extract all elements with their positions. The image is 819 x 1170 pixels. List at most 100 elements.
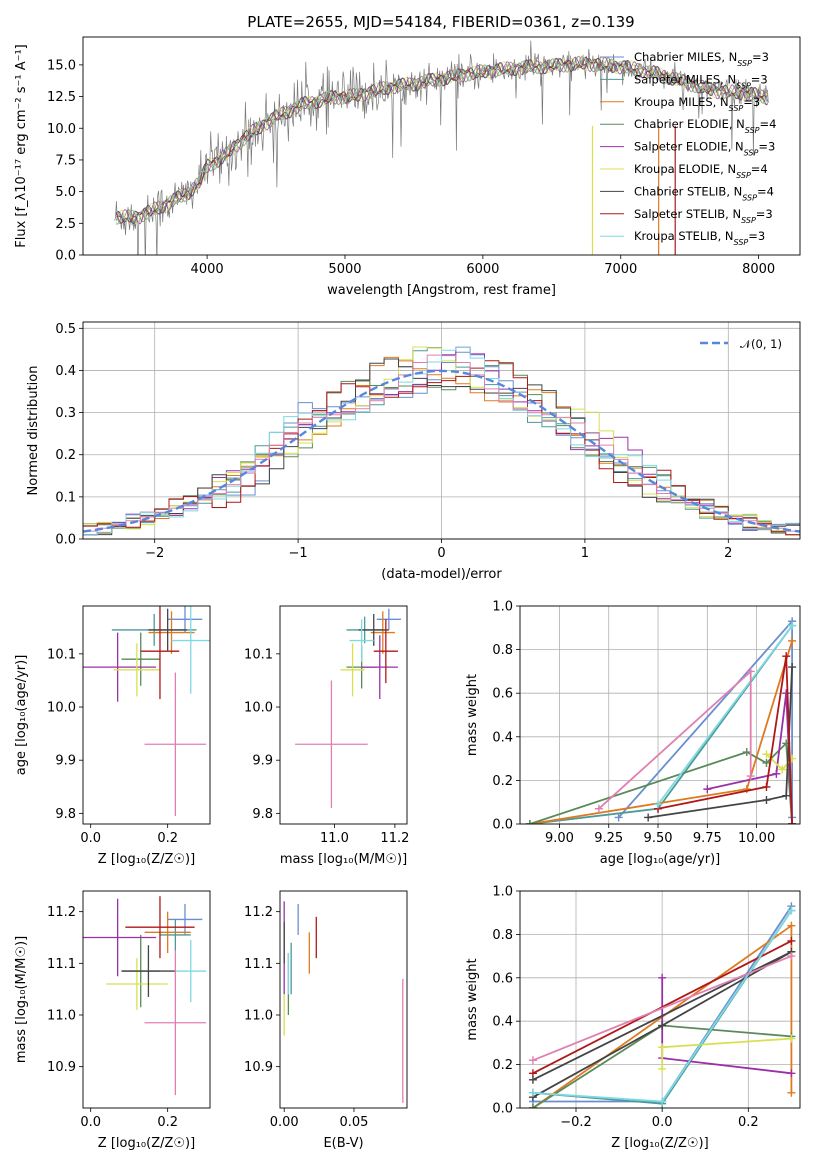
legend-label-gaussian: 𝒩(0, 1): [740, 337, 782, 351]
weight_vs_age-plot-area: [525, 617, 797, 824]
weight-line: [657, 625, 793, 805]
errorbar-salpeter-elodie: [83, 898, 157, 977]
weight-line: [598, 669, 752, 810]
residuals-xtick-label: 2: [724, 546, 732, 561]
residuals-panel: −2 −1 0 1 2 0.0 0.1 0.2 0.3 0.4 0.5 (data-model)/er…: [26, 321, 801, 582]
spectrum-plot-area: [114, 40, 769, 255]
age_vs_mass-xtick-label: 11.2: [380, 831, 409, 846]
weight-marker: [788, 663, 797, 672]
age_vs_mass-ytick-label: 10.0: [244, 701, 273, 716]
residuals-xtick-label: 1: [581, 546, 589, 561]
weight-series-kroupa-elodie: [658, 1034, 796, 1073]
weight-marker: [787, 1088, 796, 1097]
weight-marker: [788, 621, 797, 630]
weight-line: [657, 655, 793, 824]
errorbar-chabrier-stelib: [121, 945, 176, 997]
weight-line: [532, 955, 792, 1062]
errorbar-pink: [295, 680, 368, 809]
age_vs_mass-plot-area: [295, 608, 401, 809]
legend-label-salpeter-elodie: Salpeter ELODIE, NSSP=3: [634, 140, 775, 158]
errorbar-chabrier-miles: [167, 606, 203, 633]
mass_vs_EBV-xlabel: E(B-V): [323, 1136, 363, 1151]
weight-series-pink: [528, 952, 796, 1065]
residuals-xtick-label: 0: [437, 546, 445, 561]
errorbar-salpeter-stelib: [373, 619, 398, 684]
histogram-kroupa-stelib: [83, 346, 800, 536]
weight-marker: [762, 782, 771, 791]
weight-marker: [788, 820, 797, 824]
age_vs_mass-ytick-label: 9.9: [252, 754, 273, 769]
weight-marker: [658, 973, 667, 982]
weight-marker: [528, 1056, 537, 1065]
weight-marker: [788, 636, 797, 645]
age_vs_mass-xtick-label: 11.0: [320, 831, 349, 846]
spectrum-title: PLATE=2655, MJD=54184, FIBERID=0361, z=0…: [247, 13, 634, 31]
weight_vs_age-ytick-label: 0.8: [492, 643, 513, 658]
mass_vs_Z-xtick-label: 0.0: [80, 1115, 101, 1130]
legend-label-chabrier-stelib: Chabrier STELIB, NSSP=4: [634, 184, 774, 202]
weight_vs_Z-ytick-label: 0.8: [492, 928, 513, 943]
errorbar-salpeter-elodie: [83, 632, 157, 702]
weight-marker: [614, 813, 623, 822]
mass_vs_Z-ytick-label: 10.9: [47, 1060, 76, 1075]
spectrum-xtick-label: 4000: [191, 262, 224, 277]
age_vs_Z-ytick-label: 9.8: [55, 807, 76, 822]
weight_vs_Z-ytick-label: 0.6: [492, 971, 513, 986]
weight-marker: [787, 906, 796, 915]
histogram-salpeter-stelib: [83, 360, 800, 536]
errorbar-salpeter-stelib: [125, 896, 195, 959]
weight-marker: [778, 765, 787, 774]
mass_vs_Z-ytick-label: 11.1: [47, 957, 76, 972]
age_vs_mass-xlabel: mass [log₁₀(M/M☉)]: [280, 852, 407, 867]
mass_vs_EBV-xtick-label: 0.00: [270, 1115, 299, 1130]
errorbar-kroupa-elodie: [113, 643, 160, 697]
legend-label-salpeter-stelib: Salpeter STELIB, NSSP=3: [634, 207, 773, 225]
weight-marker: [762, 758, 771, 767]
weight-marker: [594, 804, 603, 813]
errorbar-pink: [144, 950, 207, 1096]
errorbar-salpeter-elodie: [361, 635, 398, 700]
mass_vs_EBV-ytick-label: 11.1: [244, 957, 273, 972]
residuals-legend: 𝒩(0, 1): [700, 337, 782, 351]
spectrum-ytick-label: 2.5: [55, 217, 76, 232]
mass_vs_Z-ticks: 0.0 0.2 10.9 11.0 11.1 11.2: [47, 905, 178, 1130]
weight-marker: [782, 791, 791, 800]
weight-marker: [658, 1097, 667, 1106]
residuals-ytick-label: 0.5: [55, 322, 76, 337]
weight-marker: [762, 750, 771, 759]
legend-label-chabrier-elodie: Chabrier ELODIE, NSSP=4: [634, 117, 776, 135]
age_vs_Z-ytick-label: 10.1: [47, 647, 76, 662]
weight_vs_age-ytick-label: 1.0: [492, 600, 513, 615]
mass_vs_Z-xtick-label: 0.2: [157, 1115, 178, 1130]
weight-series-salpeter-miles: [525, 621, 797, 824]
errorbar-kroupa-elodie: [106, 958, 168, 1010]
weight_vs_age-xtick-label: 9.00: [545, 831, 574, 846]
spectrum-ytick-label: 15.0: [47, 58, 76, 73]
weight-marker: [658, 1021, 667, 1030]
residuals-ticks: −2 −1 0 1 2 0.0 0.1 0.2 0.3 0.4 0.5: [55, 322, 732, 561]
spectrum-xtick-label: 5000: [328, 262, 361, 277]
age_vs_Z-ylabel: age [log₁₀(age/yr)]: [14, 655, 29, 776]
weight-marker: [787, 1069, 796, 1078]
errorbar-kroupa-elodie: [340, 643, 365, 697]
weight_vs_age-ytick-label: 0.0: [492, 818, 513, 833]
mass_vs_EBV-ticks: 0.00 0.05 10.9 11.0 11.1 11.2: [244, 905, 368, 1130]
age_vs_mass-frame: [279, 605, 408, 825]
weight-marker: [787, 921, 796, 930]
mass_vs_Z-ylabel: mass [log₁₀(M/M☉)]: [14, 936, 29, 1063]
weight-marker: [787, 936, 796, 945]
weight_vs_age-xtick-label: 9.25: [594, 831, 623, 846]
weight-marker: [644, 813, 653, 822]
gaussian-curve: [83, 369, 800, 533]
residuals-plot-area: [83, 346, 800, 536]
weight_vs_Z-xtick-label: −0.2: [560, 1115, 592, 1130]
age_vs_Z-ticks: 0.0 0.2 9.8 9.9 10.0 10.1: [47, 647, 178, 846]
weight_vs_age-grid: [520, 605, 800, 825]
weight-marker: [787, 1034, 796, 1043]
residuals-xlabel: (data-model)/error: [381, 567, 502, 582]
weight_vs_Z-xtick-label: 0.2: [738, 1115, 759, 1130]
mass_vs_Z-plot-area: [83, 896, 207, 1096]
residuals-ytick-label: 0.1: [55, 490, 76, 505]
weight_vs_Z-ylabel: mass weight: [465, 958, 480, 1040]
